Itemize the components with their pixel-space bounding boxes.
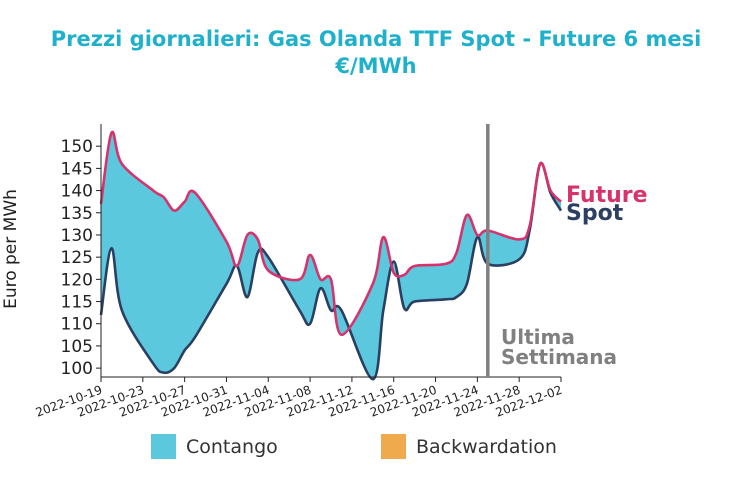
legend-label-contango: Contango [186,436,278,458]
x-tick-labels: 2022-10-192022-10-232022-10-272022-10-31… [34,377,564,420]
y-tick-label: 120 [61,270,93,290]
y-tick-label: 145 [61,159,93,179]
y-tick-label: 110 [61,315,93,335]
spot-series-label: Spot [566,201,624,226]
y-tick-label: 125 [61,248,93,268]
future-series-label: Future [566,183,648,208]
y-axis-title: Euro per MWh [1,189,21,309]
spot-line [99,161,563,381]
y-tick-label: 150 [61,137,93,157]
legend-swatch-contango [151,434,176,459]
y-tick-label: 130 [61,226,93,246]
y-tick-label: 100 [61,359,93,379]
last-week-label-line2: Settimana [501,345,617,369]
axes-group [100,124,561,378]
y-tick-label: 135 [61,204,93,224]
future-line [99,130,562,337]
legend-label-backwardation: Backwardation [416,436,557,458]
contango-area-group [101,131,561,380]
series-lines-group [99,130,563,381]
contango-area [101,131,561,380]
y-tick-label: 140 [61,182,93,202]
chart-title-line1: Prezzi giornalieri: Gas Olanda TTF Spot … [51,27,702,51]
y-tick-label: 115 [61,293,93,313]
last-week-label-line1: Ultima [501,325,575,349]
y-tick-label: 105 [61,337,93,357]
legend-swatch-backwardation [381,434,406,459]
chart-title-line2: €/MWh [334,54,416,78]
